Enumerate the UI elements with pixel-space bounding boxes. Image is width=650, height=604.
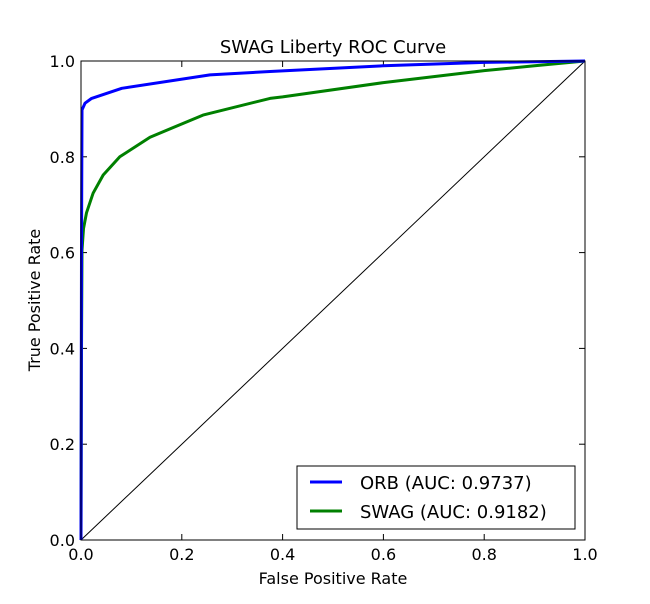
x-axis-label: False Positive Rate (259, 569, 408, 588)
x-tick-label: 0.8 (471, 545, 496, 564)
legend-label-swag: SWAG (AUC: 0.9182) (360, 502, 547, 523)
orb-curve (79, 59, 586, 541)
x-tick-label: 0.4 (270, 545, 295, 564)
legend: ORB (AUC: 0.9737) SWAG (AUC: 0.9182) (296, 465, 576, 530)
chance-diagonal (80, 60, 586, 541)
y-tick-label: 0.0 (50, 531, 75, 550)
y-tick-label: 0.4 (50, 339, 75, 358)
y-tick-label: 0.8 (50, 148, 75, 167)
x-tick-label: 0.0 (68, 545, 93, 564)
x-tick-label: 1.0 (572, 545, 597, 564)
y-tick-label: 0.2 (50, 435, 75, 454)
y-tick-label: 0.6 (50, 244, 75, 263)
chart-title: SWAG Liberty ROC Curve (220, 37, 446, 58)
plot-frame (80, 60, 586, 541)
x-tick-label: 0.6 (371, 545, 396, 564)
x-tick-label: 0.2 (169, 545, 194, 564)
y-axis-label: True Positive Rate (25, 229, 44, 373)
legend-label-orb: ORB (AUC: 0.9737) (360, 473, 532, 494)
y-tick-label: 1.0 (50, 52, 75, 71)
